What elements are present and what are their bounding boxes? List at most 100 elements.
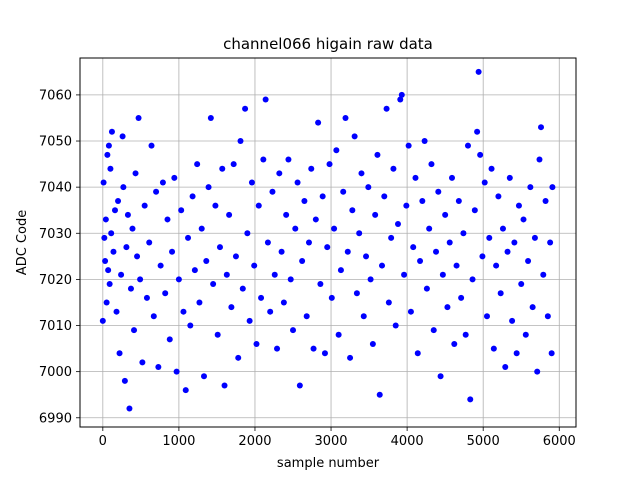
- data-point: [367, 276, 374, 283]
- y-tick-label: 6990: [39, 411, 72, 426]
- data-point: [525, 257, 532, 264]
- data-point: [486, 234, 493, 241]
- data-point: [326, 161, 333, 168]
- data-point: [246, 317, 253, 324]
- data-point: [251, 262, 258, 269]
- data-point: [191, 267, 198, 274]
- data-point: [331, 225, 338, 232]
- data-point: [150, 313, 157, 320]
- data-point: [194, 161, 201, 168]
- data-point: [101, 234, 108, 241]
- data-point: [347, 354, 354, 361]
- data-point: [287, 276, 294, 283]
- data-point: [278, 248, 285, 255]
- data-point: [127, 285, 134, 292]
- data-point: [499, 225, 506, 232]
- x-axis-label: sample number: [277, 456, 380, 471]
- data-point: [198, 225, 205, 232]
- data-point: [248, 179, 255, 186]
- data-point: [108, 128, 115, 135]
- data-point: [392, 322, 399, 329]
- data-point: [439, 271, 446, 278]
- data-point: [398, 91, 405, 98]
- data-point: [455, 197, 462, 204]
- data-point: [358, 170, 365, 177]
- data-point: [113, 308, 120, 315]
- data-point: [196, 299, 203, 306]
- data-point: [135, 114, 142, 121]
- data-point: [115, 197, 122, 204]
- data-point: [271, 271, 278, 278]
- data-point: [303, 313, 310, 320]
- data-point: [349, 207, 356, 214]
- data-point: [390, 165, 397, 172]
- data-point: [518, 281, 525, 288]
- data-point: [379, 262, 386, 269]
- data-point: [129, 225, 136, 232]
- data-point: [274, 345, 281, 352]
- data-point: [146, 239, 153, 246]
- data-point: [442, 211, 449, 218]
- data-point: [471, 207, 478, 214]
- data-point: [412, 174, 419, 181]
- data-point: [124, 211, 131, 218]
- data-point: [258, 294, 265, 301]
- data-point: [376, 391, 383, 398]
- y-tick-label: 7040: [39, 181, 72, 196]
- data-point: [201, 373, 207, 380]
- y-axis-label: ADC Code: [15, 210, 30, 275]
- data-point: [462, 331, 469, 338]
- data-point: [123, 244, 130, 251]
- data-point: [414, 350, 421, 357]
- data-point: [544, 313, 551, 320]
- data-point: [423, 285, 430, 292]
- data-point: [385, 299, 392, 306]
- data-point: [137, 276, 144, 283]
- data-point: [210, 281, 217, 288]
- data-point: [223, 271, 230, 278]
- data-point: [189, 193, 196, 200]
- data-point: [180, 308, 187, 315]
- data-point: [407, 308, 414, 315]
- data-point: [394, 221, 401, 228]
- data-point: [110, 248, 117, 255]
- data-point: [153, 188, 160, 195]
- y-tick-label: 7060: [39, 88, 72, 103]
- data-point: [446, 239, 453, 246]
- data-point: [237, 138, 244, 145]
- data-point: [337, 267, 344, 274]
- data-point: [99, 317, 106, 324]
- y-tick-label: 7000: [39, 365, 72, 380]
- data-point: [212, 202, 219, 209]
- data-point: [458, 294, 465, 301]
- data-point: [536, 156, 543, 163]
- data-point: [102, 216, 109, 223]
- data-point: [372, 211, 379, 218]
- data-point: [321, 350, 328, 357]
- data-point: [100, 179, 107, 186]
- data-point: [509, 317, 516, 324]
- data-point: [108, 230, 115, 237]
- data-point: [520, 216, 527, 223]
- plot-frame: [79, 57, 577, 428]
- data-point: [141, 202, 148, 209]
- data-point: [534, 368, 541, 375]
- data-point: [205, 184, 212, 191]
- data-point: [464, 142, 471, 149]
- data-point: [363, 253, 370, 260]
- data-point: [285, 156, 292, 163]
- data-point: [365, 184, 372, 191]
- data-point: [460, 230, 467, 237]
- x-tick-label: 1000: [162, 434, 195, 449]
- data-point: [131, 327, 138, 334]
- data-point: [155, 364, 162, 371]
- y-tick-label: 7030: [39, 227, 72, 242]
- data-point: [419, 197, 426, 204]
- data-point: [221, 382, 228, 389]
- data-point: [175, 276, 182, 283]
- data-point: [262, 96, 269, 103]
- data-point: [299, 257, 306, 264]
- data-point: [356, 230, 363, 237]
- data-point: [244, 230, 251, 237]
